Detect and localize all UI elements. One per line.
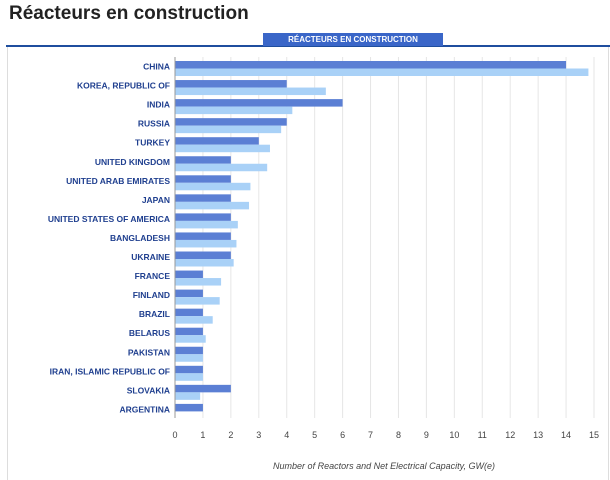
page-title: Réacteurs en construction — [9, 3, 249, 24]
bar-series-1[interactable] — [175, 61, 567, 69]
bar-series-2[interactable] — [175, 68, 589, 77]
category-label: FINLAND — [133, 290, 170, 300]
bar-series-2[interactable] — [175, 182, 251, 191]
x-axis-title: Number of Reactors and Net Electrical Ca… — [273, 461, 495, 471]
category-label: FRANCE — [135, 271, 171, 281]
bar-series-1[interactable] — [175, 118, 287, 126]
bar-series-1[interactable] — [175, 213, 231, 221]
bar-series-2[interactable] — [175, 125, 282, 134]
x-tick-label-4: 4 — [284, 430, 289, 440]
bar-series-2[interactable] — [175, 87, 326, 96]
category-label: TURKEY — [135, 138, 170, 148]
bar-series-1[interactable] — [175, 384, 231, 393]
category-label: UKRAINE — [131, 252, 170, 262]
category-label: IRAN, ISLAMIC REPUBLIC OF — [50, 366, 170, 376]
x-tick-label-2: 2 — [228, 430, 233, 440]
bar-series-1[interactable] — [175, 403, 203, 412]
bar-series-2[interactable] — [175, 163, 268, 172]
x-tick-label-13: 13 — [533, 430, 543, 440]
bar-series-2[interactable] — [175, 239, 237, 248]
chart-bars — [175, 61, 589, 412]
bar-series-2[interactable] — [175, 106, 293, 115]
category-label: KOREA, REPUBLIC OF — [77, 81, 170, 91]
category-label: RUSSIA — [138, 119, 170, 129]
x-tick-label-8: 8 — [396, 430, 401, 440]
category-label: JAPAN — [142, 195, 170, 205]
bar-series-1[interactable] — [175, 156, 231, 164]
bar-series-1[interactable] — [175, 232, 231, 240]
bar-series-2[interactable] — [175, 392, 201, 400]
x-tick-label-0: 0 — [172, 430, 177, 440]
bar-series-2[interactable] — [175, 278, 222, 286]
bar-series-2[interactable] — [175, 316, 213, 324]
bar-series-1[interactable] — [175, 346, 203, 355]
category-label: BRAZIL — [139, 309, 170, 319]
bar-series-1[interactable] — [175, 137, 259, 145]
chart-frame-right — [608, 47, 609, 480]
bar-series-1[interactable] — [175, 308, 203, 317]
bar-series-2[interactable] — [175, 373, 203, 381]
x-tick-label-9: 9 — [424, 430, 429, 440]
bar-series-1[interactable] — [175, 80, 287, 88]
bar-series-2[interactable] — [175, 297, 220, 305]
chart-title-tab[interactable]: RÉACTEURS EN CONSTRUCTION — [263, 33, 443, 46]
category-label: SLOVAKIA — [127, 385, 170, 395]
bar-series-1[interactable] — [175, 270, 203, 279]
title-divider — [6, 45, 610, 47]
x-tick-label-12: 12 — [505, 430, 515, 440]
category-label: PAKISTAN — [128, 347, 170, 357]
bar-series-1[interactable] — [175, 365, 203, 374]
bar-series-1[interactable] — [175, 289, 203, 298]
bar-series-1[interactable] — [175, 194, 231, 202]
bar-series-2[interactable] — [175, 220, 238, 229]
category-label: CHINA — [143, 62, 170, 72]
bar-series-2[interactable] — [175, 201, 250, 210]
x-tick-label-10: 10 — [449, 430, 459, 440]
x-tick-label-7: 7 — [368, 430, 373, 440]
category-label: UNITED ARAB EMIRATES — [66, 176, 170, 186]
bar-series-2[interactable] — [175, 144, 270, 153]
x-tick-label-6: 6 — [340, 430, 345, 440]
x-tick-label-3: 3 — [256, 430, 261, 440]
x-tick-label-1: 1 — [200, 430, 205, 440]
bar-series-2[interactable] — [175, 354, 203, 362]
bar-series-2[interactable] — [175, 335, 206, 343]
category-label: UNITED STATES OF AMERICA — [48, 214, 170, 224]
category-label: BANGLADESH — [110, 233, 170, 243]
category-labels: CHINA KOREA, REPUBLIC OF INDIA RUSSIA TURKEY… — [48, 62, 170, 415]
bar-series-1[interactable] — [175, 99, 343, 107]
bar-series-1[interactable] — [175, 327, 203, 336]
category-label: BELARUS — [129, 328, 170, 338]
chart-frame-left — [7, 47, 8, 480]
category-label: ARGENTINA — [119, 404, 170, 414]
category-label: UNITED KINGDOM — [95, 157, 170, 167]
bar-series-2[interactable] — [175, 259, 234, 267]
x-tick-label-11: 11 — [478, 430, 487, 440]
category-label: INDIA — [147, 100, 170, 110]
x-axis-ticks: 0 1 2 3 4 5 6 7 8 9 10 11 12 13 14 15 — [172, 430, 599, 440]
bar-series-1[interactable] — [175, 251, 231, 260]
x-tick-label-5: 5 — [312, 430, 317, 440]
x-tick-label-14: 14 — [561, 430, 571, 440]
x-tick-label-15: 15 — [589, 430, 599, 440]
bar-series-1[interactable] — [175, 175, 231, 183]
